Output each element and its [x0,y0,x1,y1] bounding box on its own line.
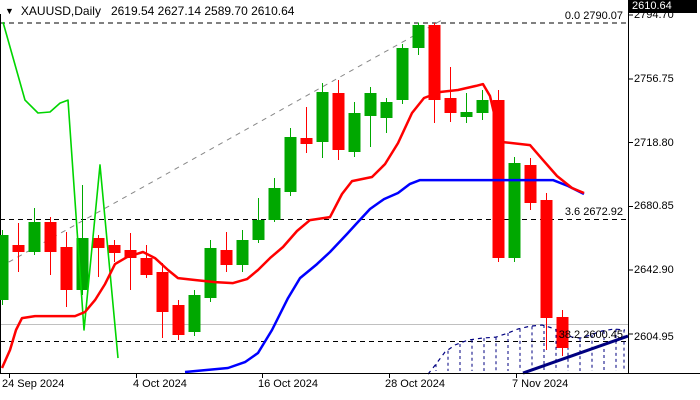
date-axis-label: 4 Oct 2024 [133,378,187,390]
price-axis-label: 2604.95 [634,331,674,343]
symbol-period-label: XAUUSD,Daily [20,4,101,18]
fib-level-label-23-6: 3.6 2672.92 [564,206,623,218]
price-axis-label: 2756.75 [634,73,674,85]
date-axis-label: 24 Sep 2024 [2,378,65,390]
fib-level-label-0: 0.0 2790.07 [564,10,623,22]
price-axis-label: 2718.80 [634,137,674,149]
price-axis-label: 2680.85 [634,200,674,212]
chevron-down-icon[interactable]: ▼ [5,6,14,16]
chart-title: ▼ XAUUSD,Daily 2619.54 2627.14 2589.70 261… [5,4,294,18]
bid-price-badge: 2610.64 [629,0,697,13]
date-axis-label: 28 Oct 2024 [385,378,445,390]
fib-level-label-38-2: 38.2 2600.45 [558,329,623,341]
date-axis-label: 16 Oct 2024 [258,378,318,390]
ohlc-quotes-label: 2619.54 2627.14 2589.70 2610.64 [110,4,295,18]
price-axis-label: 2642.90 [634,264,674,276]
date-axis-label: 7 Nov 2024 [512,378,569,390]
